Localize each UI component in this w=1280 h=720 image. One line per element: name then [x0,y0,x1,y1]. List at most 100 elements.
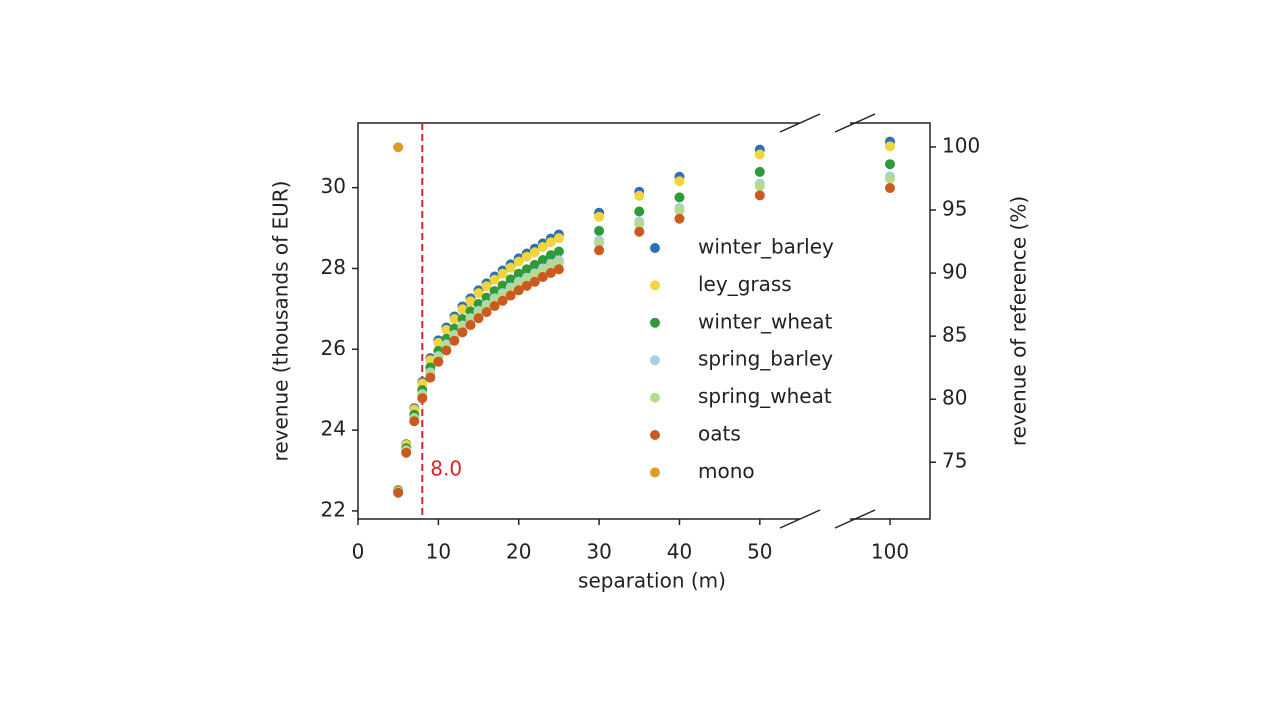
data-point [529,276,540,287]
data-point [505,262,516,273]
data-point [441,324,452,335]
data-point [754,190,765,201]
data-point [594,211,605,222]
data-point [497,268,508,279]
data-point [457,327,468,338]
y2-tick-label: 100 [942,133,980,157]
data-point [537,254,548,265]
legend-marker [650,317,660,328]
data-point [473,313,484,324]
data-point [754,166,765,177]
y2-tick-label: 80 [942,386,967,410]
y-tick-label: 28 [321,255,346,279]
data-point [489,274,500,285]
data-point [457,304,468,315]
data-point [521,280,532,291]
legend-label: winter_barley [698,235,834,259]
data-point [885,183,895,194]
data-point [529,269,540,280]
data-point [529,247,540,258]
data-point [425,355,436,366]
data-point [489,301,500,312]
break-mark [834,509,876,529]
left-frame [357,122,800,520]
data-point [885,141,895,152]
break-mark [779,509,821,529]
legend-label: mono [698,459,755,483]
data-point [885,159,895,170]
data-point [433,337,444,348]
y-tick-label: 26 [321,336,346,360]
data-point [513,256,524,267]
legend-marker [650,392,660,403]
data-point [537,242,548,253]
legend-marker [650,355,660,366]
data-point [513,268,524,279]
data-point [553,264,564,275]
y-tick-label: 30 [321,174,346,198]
data-point [489,286,500,297]
data-point [513,285,524,296]
data-point [674,213,685,224]
data-point [417,393,428,404]
x-tick-label: 100 [871,540,909,564]
break-mark [834,113,876,133]
data-point [449,313,460,324]
x-tick-label: 40 [667,540,692,564]
legend-marker [650,243,660,253]
x-tick-label: 20 [506,540,531,564]
legend-marker [650,280,660,291]
data-point [481,292,492,303]
legend-label: oats [698,422,741,446]
data-point [465,306,476,317]
data-point [409,416,420,427]
y2-tick-label: 90 [942,260,967,284]
data-point [594,245,605,256]
legend-marker [650,467,660,478]
data-point [473,299,484,310]
data-point [754,149,765,160]
y2-tick-label: 85 [942,323,967,347]
y2-tick-label: 95 [942,197,967,221]
data-point [545,267,556,278]
data-point [553,233,564,244]
data-point [553,246,564,257]
data-point [537,271,548,282]
data-point [674,205,685,216]
legend-label: winter_wheat [698,309,833,333]
data-point [885,173,895,184]
data-point [481,307,492,318]
y2-axis-label: revenue of reference (%) [1007,196,1031,446]
x-tick-label: 10 [426,540,451,564]
data-point [425,372,436,383]
data-point [529,259,540,270]
data-point [505,290,516,301]
threshold-label: 8.0 [430,457,462,481]
y-tick-label: 24 [321,417,346,441]
data-point [553,257,564,268]
data-point [634,226,645,237]
data-point [634,190,645,201]
data-point [674,176,685,187]
legend-marker [650,430,660,440]
data-point [473,288,484,299]
data-point [449,335,460,346]
y-tick-label: 22 [321,497,346,521]
x-tick-label: 50 [747,540,772,564]
data-point [634,219,645,230]
y-axis-label: revenue (thousands of EUR) [269,181,293,462]
data-point [545,250,556,261]
legend-label: ley_grass [698,272,792,296]
break-mark [779,113,821,133]
data-point [521,264,532,275]
data-point [674,192,685,203]
y2-tick-label: 75 [942,449,967,473]
data-point [505,274,516,285]
x-tick-label: 0 [352,540,365,564]
data-point [465,320,476,331]
x-tick-label: 30 [586,540,611,564]
data-point [545,261,556,272]
data-point [497,280,508,291]
data-point [441,345,452,356]
